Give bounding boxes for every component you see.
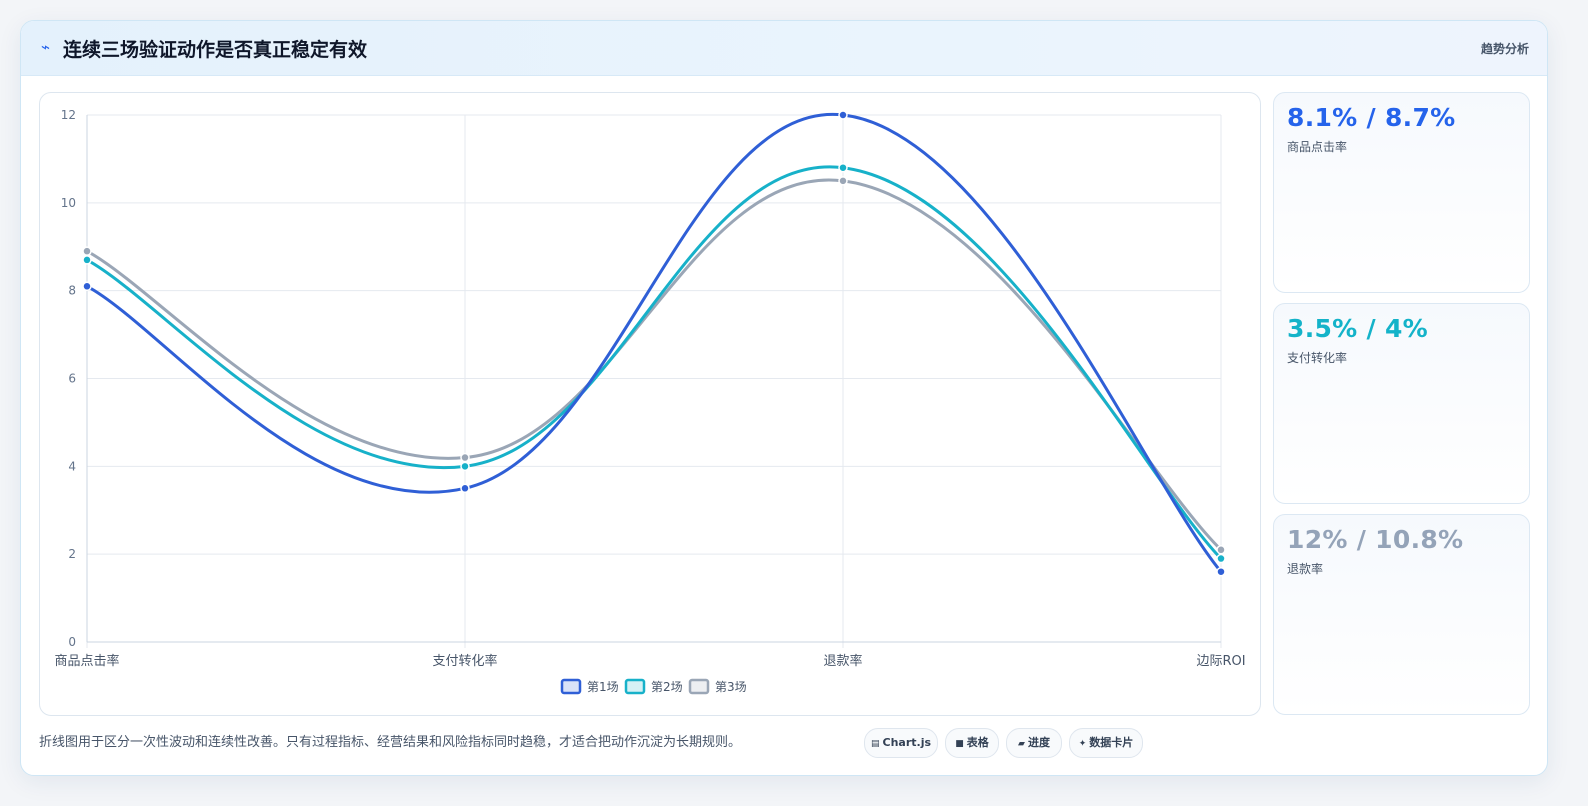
data-point <box>838 162 848 173</box>
y-tick-label: 12 <box>61 108 76 122</box>
data-point <box>460 483 470 494</box>
data-point <box>460 452 470 463</box>
chip-data-cards[interactable]: ✦ 数据卡片 <box>1069 728 1143 758</box>
chip-chartjs[interactable]: ▤ Chart.js <box>864 728 938 758</box>
y-tick-label: 10 <box>61 196 76 210</box>
card-header: ⌁ 连续三场验证动作是否真正稳定有效 趋势分析 <box>21 21 1547 76</box>
line-chart-panel: 0 2 4 6 8 10 12 商品点击率 支付转化率 退款率 边际ROI 第1场 第2场 第3场 <box>39 92 1261 716</box>
stat-value: 12% / 10.8% <box>1287 525 1464 554</box>
legend-swatch <box>688 678 710 695</box>
stat-label: 退款率 <box>1287 562 1324 576</box>
y-tick-label: 0 <box>68 635 76 649</box>
data-point <box>1216 566 1226 577</box>
stat-card-conversion: 3.5% / 4% 支付转化率 <box>1273 303 1530 504</box>
stat-value: 8.1% / 8.7% <box>1287 103 1456 132</box>
chip-label: 数据卡片 <box>1089 736 1134 749</box>
chip-label: 进度 <box>1027 736 1050 749</box>
legend-item: 第2场 <box>624 678 683 695</box>
data-point <box>82 246 92 256</box>
x-tick-label: 边际ROI <box>1196 654 1245 669</box>
x-tick-label: 支付转化率 <box>432 653 497 669</box>
stat-card-refund: 12% / 10.8% 退款率 <box>1273 514 1530 715</box>
series-line-2 <box>85 165 1223 561</box>
footer-note: 折线图用于区分一次性波动和连续性改善。只有过程指标、经营结果和风险指标同时趋稳，… <box>39 735 742 750</box>
y-tick-label: 4 <box>68 459 76 473</box>
data-point <box>82 255 92 265</box>
x-tick-label: 退款率 <box>823 653 862 669</box>
legend-swatch <box>560 678 582 695</box>
data-point <box>1216 553 1226 564</box>
table-icon: ■ <box>955 739 964 749</box>
sparkle-icon: ✦ <box>1078 739 1087 749</box>
data-point <box>838 110 848 120</box>
y-tick-label: 2 <box>68 547 76 561</box>
stat-label: 商品点击率 <box>1287 140 1348 154</box>
chip-progress[interactable]: ▰ 进度 <box>1006 728 1062 758</box>
stat-card-ctr: 8.1% / 8.7% 商品点击率 <box>1273 92 1530 293</box>
stat-value: 3.5% / 4% <box>1287 314 1429 343</box>
data-point <box>82 281 92 292</box>
progress-icon: ▰ <box>1018 739 1025 749</box>
data-point <box>460 461 470 472</box>
legend-swatch <box>624 678 646 695</box>
legend-item: 第3场 <box>688 678 747 695</box>
lightning-icon: ⌁ <box>41 38 51 56</box>
line-chart: 0 2 4 6 8 10 12 商品点击率 支付转化率 退款率 边际ROI 第1场 第2场 第3场 <box>54 108 1246 695</box>
legend-item: 第1场 <box>560 678 619 695</box>
chip-label: Chart.js <box>882 736 932 749</box>
legend-label: 第1场 <box>587 680 619 694</box>
stat-label: 支付转化率 <box>1287 351 1348 365</box>
page-title: 连续三场验证动作是否真正稳定有效 <box>63 39 368 61</box>
data-point <box>838 176 848 186</box>
series-line-3 <box>85 178 1223 552</box>
legend-label: 第2场 <box>651 680 683 694</box>
chip-label: 表格 <box>966 736 989 749</box>
legend-label: 第3场 <box>715 680 747 694</box>
dashboard-card: ⌁ 连续三场验证动作是否真正稳定有效 趋势分析 0 2 4 6 8 10 12 商品点击率 支付… <box>20 20 1548 776</box>
chip-table[interactable]: ■ 表格 <box>945 728 999 758</box>
data-point <box>1216 545 1226 555</box>
series-line-1 <box>85 113 1223 574</box>
x-tick-label: 商品点击率 <box>54 653 119 669</box>
y-tick-label: 8 <box>68 284 76 298</box>
y-tick-label: 6 <box>68 372 76 386</box>
chart-icon: ▤ <box>870 739 880 749</box>
header-tag: 趋势分析 <box>1480 42 1529 56</box>
